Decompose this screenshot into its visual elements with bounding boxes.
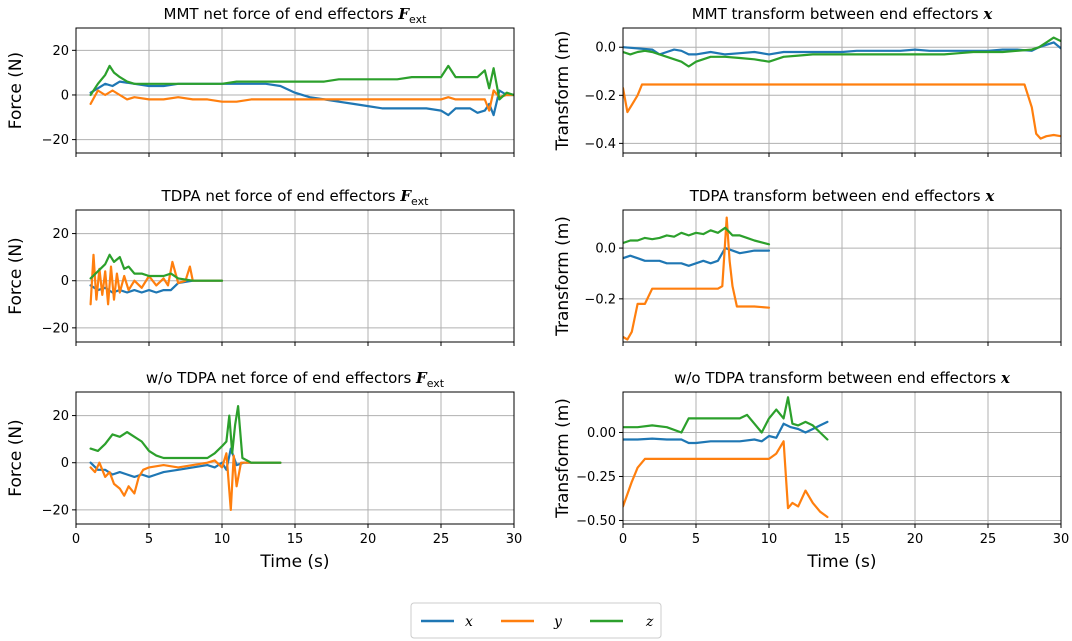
series-line-y: [623, 440, 829, 519]
panel-title-text: TDPA net force of end effectors: [161, 187, 401, 205]
ytick-label: −0.4: [584, 137, 616, 152]
series-line-x: [623, 41, 1061, 56]
xtick-label: 5: [692, 532, 700, 547]
xtick-label: 25: [433, 532, 450, 547]
series-group: [623, 396, 829, 519]
xtick-label: 20: [360, 532, 377, 547]
series-line-z: [623, 36, 1061, 68]
xtick-label: 20: [907, 532, 924, 547]
panel-title: MMT transform between end effectors x: [692, 5, 994, 23]
series-group: [623, 216, 771, 341]
panel-title-text: MMT transform between end effectors: [692, 5, 984, 23]
panel-wo-tdpa-transform: 0 5 10 15 20 25 30 −0.50 −0.25 0.00 w/o TDPA trans…: [553, 369, 1069, 572]
ytick-label: 20: [52, 409, 69, 424]
y-axis-label: Transform (m): [553, 31, 573, 152]
panel-mmt-transform: −0.4 −0.2 0.0 MMT transform between end eff…: [553, 5, 1062, 157]
panel-title-symbol: x: [982, 5, 993, 23]
panel-tdpa-force: −20 0 20 TDPA net force of end effectors Fe…: [6, 187, 515, 346]
xtick-label: 30: [1053, 532, 1070, 547]
series-line-x: [623, 247, 771, 267]
ytick-label: −0.2: [584, 89, 616, 104]
xtick-label: 30: [506, 532, 523, 547]
y-axis-label: Force (N): [6, 419, 26, 496]
xtick-label: 0: [619, 532, 627, 547]
panel-title-subscript: ext: [409, 13, 427, 26]
panel-title: TDPA net force of end effectors Fext: [161, 187, 430, 208]
ytick-label: 20: [52, 227, 69, 242]
panel-tdpa-transform: −0.2 0.0 TDPA transform between end effect…: [553, 187, 1062, 346]
series-line-z: [89, 405, 282, 464]
legend-label-y: y: [553, 614, 563, 630]
series-group: [89, 64, 514, 117]
xtick-label: 10: [214, 532, 231, 547]
series-line-y: [89, 452, 282, 511]
panel-title-text: MMT net force of end effectors: [164, 5, 399, 23]
ytick-label: −0.25: [576, 470, 616, 485]
series-line-x: [89, 447, 282, 478]
series-line-z: [623, 226, 771, 246]
series-line-x: [89, 80, 514, 117]
panel-title-subscript: ext: [427, 377, 445, 390]
series-group: [623, 36, 1061, 140]
series-line-y: [623, 83, 1061, 140]
ytick-label: 0: [61, 456, 69, 471]
panel-title-symbol: F: [397, 5, 410, 23]
panel-title: TDPA transform between end effectors x: [689, 187, 996, 205]
xtick-label: 25: [980, 532, 997, 547]
panel-title-symbol: F: [399, 187, 412, 205]
panel-title-subscript: ext: [411, 195, 429, 208]
legend-box: [410, 602, 662, 639]
ytick-label: 0: [61, 88, 69, 103]
y-axis-label: Force (N): [6, 52, 26, 129]
ytick-label: −20: [42, 321, 69, 336]
series-line-x: [623, 420, 829, 445]
series-line-y: [89, 253, 224, 306]
panel-title-symbol: F: [415, 369, 428, 387]
series-line-z: [89, 253, 224, 282]
ytick-label: 0: [61, 274, 69, 289]
x-axis-label: Time (s): [259, 552, 329, 572]
series-group: [89, 253, 224, 306]
y-axis-label: Transform (m): [553, 216, 573, 337]
xtick-label: 15: [834, 532, 851, 547]
panel-title-text: w/o TDPA transform between end effectors: [674, 369, 1001, 387]
series-line-y: [623, 216, 771, 341]
y-axis-label: Transform (m): [553, 398, 573, 519]
series-group: [89, 405, 282, 511]
series-line-y: [89, 89, 514, 112]
xtick-label: 5: [145, 532, 153, 547]
panel-title: w/o TDPA net force of end effectors Fext: [146, 369, 445, 390]
panel-mmt-force: −20 0 20 MMT net force of end effectors Fex…: [6, 5, 515, 157]
panel-title-symbol: x: [1000, 369, 1011, 387]
series-line-z: [623, 396, 829, 441]
y-axis-label: Force (N): [6, 237, 26, 314]
legend-label-z: z: [645, 614, 654, 630]
panel-title: w/o TDPA transform between end effectors…: [674, 369, 1011, 387]
x-axis-label: Time (s): [806, 552, 876, 572]
ytick-label: −20: [42, 503, 69, 518]
ytick-label: 0.00: [587, 426, 616, 441]
ytick-label: 0.0: [595, 242, 616, 257]
ytick-label: −20: [42, 133, 69, 148]
legend: x y z: [410, 602, 662, 639]
ytick-label: −0.50: [576, 514, 616, 529]
ytick-label: 0.0: [595, 41, 616, 56]
xtick-label: 15: [287, 532, 304, 547]
xtick-label: 0: [72, 532, 80, 547]
panel-title: MMT net force of end effectors Fext: [164, 5, 428, 26]
panel-title-text: w/o TDPA net force of end effectors: [146, 369, 416, 387]
xtick-label: 10: [761, 532, 778, 547]
panel-title-symbol: x: [984, 187, 995, 205]
legend-label-x: x: [465, 614, 473, 630]
panel-title-text: TDPA transform between end effectors: [689, 187, 986, 205]
series-line-z: [89, 64, 514, 101]
ytick-label: 20: [52, 44, 69, 59]
ytick-label: −0.2: [584, 292, 616, 307]
